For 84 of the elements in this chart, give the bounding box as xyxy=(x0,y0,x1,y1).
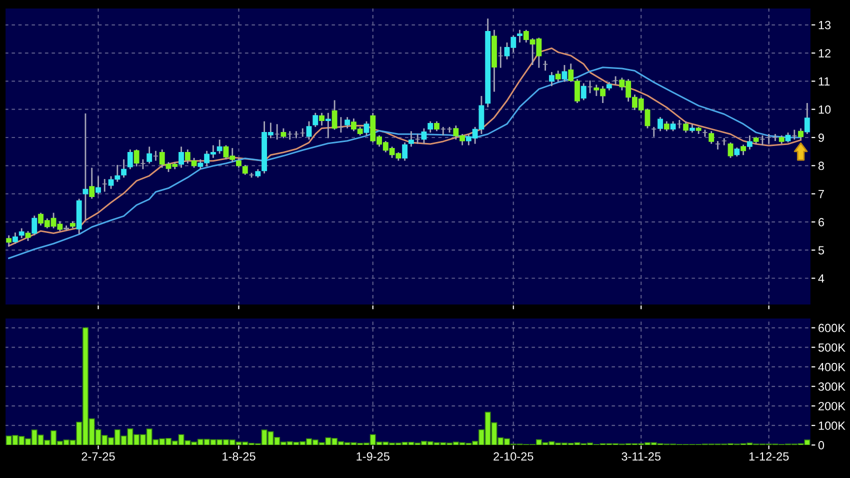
candlestick xyxy=(312,112,318,127)
line-series xyxy=(8,66,802,260)
y-tick-label: 4 xyxy=(818,274,824,283)
x-tick-label: 1-8-25 xyxy=(222,452,256,461)
candlestick xyxy=(728,142,734,158)
candlestick xyxy=(798,128,804,140)
y-tick-label: 10 xyxy=(818,105,831,114)
candlestick xyxy=(338,117,344,133)
candlestick xyxy=(216,140,222,154)
y-tick-label: 8 xyxy=(818,162,824,170)
candlestick xyxy=(804,103,810,134)
candlestick xyxy=(548,72,554,86)
candlestick xyxy=(114,164,120,182)
candlestick xyxy=(708,131,714,144)
candlestick xyxy=(715,141,720,150)
y-tick-label: 500K xyxy=(818,343,846,352)
candlestick xyxy=(134,149,140,166)
candlestick xyxy=(766,134,772,144)
candlestick xyxy=(344,117,350,128)
candlestick xyxy=(153,150,158,161)
candlestick xyxy=(364,121,370,136)
candlestick xyxy=(542,60,548,71)
y-tick-label: 9 xyxy=(818,134,824,142)
candlestick xyxy=(568,64,574,82)
candlestick xyxy=(746,135,752,150)
candlestick xyxy=(274,124,280,140)
candlestick xyxy=(184,149,190,164)
x-tick-label: 1-12-25 xyxy=(749,452,789,461)
candlestick xyxy=(121,159,127,178)
y-tick-label: 300K xyxy=(818,382,846,391)
x-tick-label: 2-7-25 xyxy=(82,452,115,461)
x-tick-label: 2-10-25 xyxy=(494,452,534,461)
candlestick xyxy=(721,138,727,146)
candlestick xyxy=(294,131,299,138)
candlestick xyxy=(6,235,12,247)
candlestick xyxy=(562,65,568,82)
y-tick-label: 100K xyxy=(818,421,846,430)
y-tick-label: 600K xyxy=(818,324,846,332)
candlestick xyxy=(127,149,133,170)
candlestick xyxy=(612,76,618,85)
x-tick-label: 3-11-25 xyxy=(622,452,661,461)
y-tick-label: 0 xyxy=(818,441,824,450)
y-tick-label: 5 xyxy=(818,246,824,254)
x-tick-label: 1-9-25 xyxy=(356,452,390,461)
candlestick xyxy=(421,128,427,144)
candlestick xyxy=(300,128,306,137)
candlestick xyxy=(428,121,434,133)
candlestick xyxy=(12,232,18,244)
candlestick xyxy=(740,144,746,156)
candlestick xyxy=(517,30,522,42)
y-tick-label: 13 xyxy=(818,20,831,30)
candlestick xyxy=(408,131,414,147)
candlestick xyxy=(89,168,95,199)
candlestick xyxy=(676,120,682,128)
candlestick xyxy=(555,70,561,82)
candlestick xyxy=(580,83,586,100)
candlestick xyxy=(792,130,798,140)
candlestick xyxy=(498,46,504,68)
candlestick xyxy=(772,134,778,142)
candlestick xyxy=(178,146,184,168)
candlestick xyxy=(32,216,38,236)
candlestick xyxy=(96,176,101,194)
candlestick xyxy=(287,131,293,140)
y-tick-label: 7 xyxy=(818,190,824,198)
candlestick xyxy=(332,100,338,130)
candlestick xyxy=(658,117,663,132)
y-tick-label: 400K xyxy=(818,362,846,372)
y-tick-label: 11 xyxy=(818,77,830,86)
candlestick xyxy=(108,176,114,189)
candlestick xyxy=(102,179,108,192)
candlestick xyxy=(402,142,408,161)
candlestick xyxy=(306,121,312,140)
candlestick xyxy=(587,80,593,94)
candlestick xyxy=(319,112,324,126)
y-tick-label: 200K xyxy=(818,402,846,410)
candlestick xyxy=(64,225,70,231)
candlestick xyxy=(683,121,689,133)
candlestick xyxy=(325,112,331,138)
candlestick xyxy=(146,146,152,164)
y-tick-label: 12 xyxy=(818,49,830,58)
candlestick xyxy=(651,126,657,137)
candlestick xyxy=(414,134,420,144)
candlestick xyxy=(574,79,580,104)
y-tick-label: 6 xyxy=(818,218,824,226)
